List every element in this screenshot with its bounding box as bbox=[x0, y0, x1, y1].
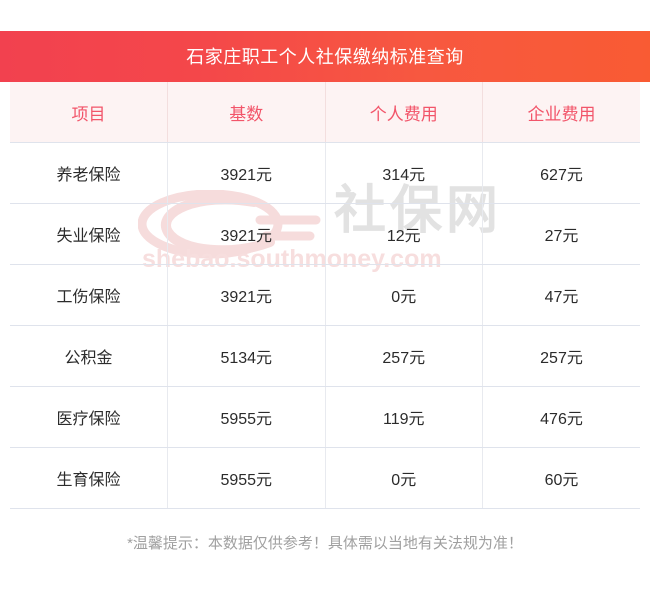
social-insurance-table: 项目 基数 个人费用 企业费用 养老保险 3921元 314元 627元 失业保… bbox=[10, 82, 640, 509]
table-row: 生育保险 5955元 0元 60元 bbox=[10, 447, 640, 509]
column-header-personal: 个人费用 bbox=[325, 82, 483, 143]
cell-base: 3921元 bbox=[167, 264, 326, 326]
table-row: 养老保险 3921元 314元 627元 bbox=[10, 142, 640, 204]
column-header-enterprise: 企业费用 bbox=[482, 82, 640, 143]
cell-base: 5955元 bbox=[167, 386, 326, 448]
cell-enterprise: 257元 bbox=[482, 325, 640, 387]
column-header-base: 基数 bbox=[167, 82, 326, 143]
cell-personal: 257元 bbox=[325, 325, 483, 387]
table-body: 养老保险 3921元 314元 627元 失业保险 3921元 12元 27元 … bbox=[10, 142, 640, 509]
cell-item: 生育保险 bbox=[10, 447, 168, 509]
cell-base: 5955元 bbox=[167, 447, 326, 509]
footer-disclaimer-note: *温馨提示：本数据仅供参考！具体需以当地有关法规为准！ bbox=[127, 535, 523, 552]
cell-enterprise: 627元 bbox=[482, 142, 640, 204]
table-row: 公积金 5134元 257元 257元 bbox=[10, 325, 640, 387]
table-row: 工伤保险 3921元 0元 47元 bbox=[10, 264, 640, 326]
cell-item: 公积金 bbox=[10, 325, 168, 387]
table-row: 医疗保险 5955元 119元 476元 bbox=[10, 386, 640, 448]
cell-item: 医疗保险 bbox=[10, 386, 168, 448]
cell-personal: 12元 bbox=[325, 203, 483, 265]
cell-personal: 0元 bbox=[325, 264, 483, 326]
cell-item: 养老保险 bbox=[10, 142, 168, 204]
page-header-banner: 石家庄职工个人社保缴纳标准查询 bbox=[0, 31, 650, 82]
cell-item: 失业保险 bbox=[10, 203, 168, 265]
table-head: 项目 基数 个人费用 企业费用 bbox=[10, 82, 640, 143]
cell-personal: 314元 bbox=[325, 142, 483, 204]
cell-enterprise: 27元 bbox=[482, 203, 640, 265]
page-title: 石家庄职工个人社保缴纳标准查询 bbox=[186, 46, 464, 67]
table-header-row: 项目 基数 个人费用 企业费用 bbox=[10, 82, 640, 143]
cell-item: 工伤保险 bbox=[10, 264, 168, 326]
cell-enterprise: 476元 bbox=[482, 386, 640, 448]
cell-personal: 0元 bbox=[325, 447, 483, 509]
table-container: 社保网 shebao.southmoney.com 项目 基数 个人费用 企业费… bbox=[0, 82, 650, 509]
cell-enterprise: 47元 bbox=[482, 264, 640, 326]
table-row: 失业保险 3921元 12元 27元 bbox=[10, 203, 640, 265]
cell-personal: 119元 bbox=[325, 386, 483, 448]
cell-base: 5134元 bbox=[167, 325, 326, 387]
top-spacer bbox=[0, 0, 650, 31]
cell-base: 3921元 bbox=[167, 142, 326, 204]
column-header-item: 项目 bbox=[10, 82, 168, 143]
cell-base: 3921元 bbox=[167, 203, 326, 265]
cell-enterprise: 60元 bbox=[482, 447, 640, 509]
